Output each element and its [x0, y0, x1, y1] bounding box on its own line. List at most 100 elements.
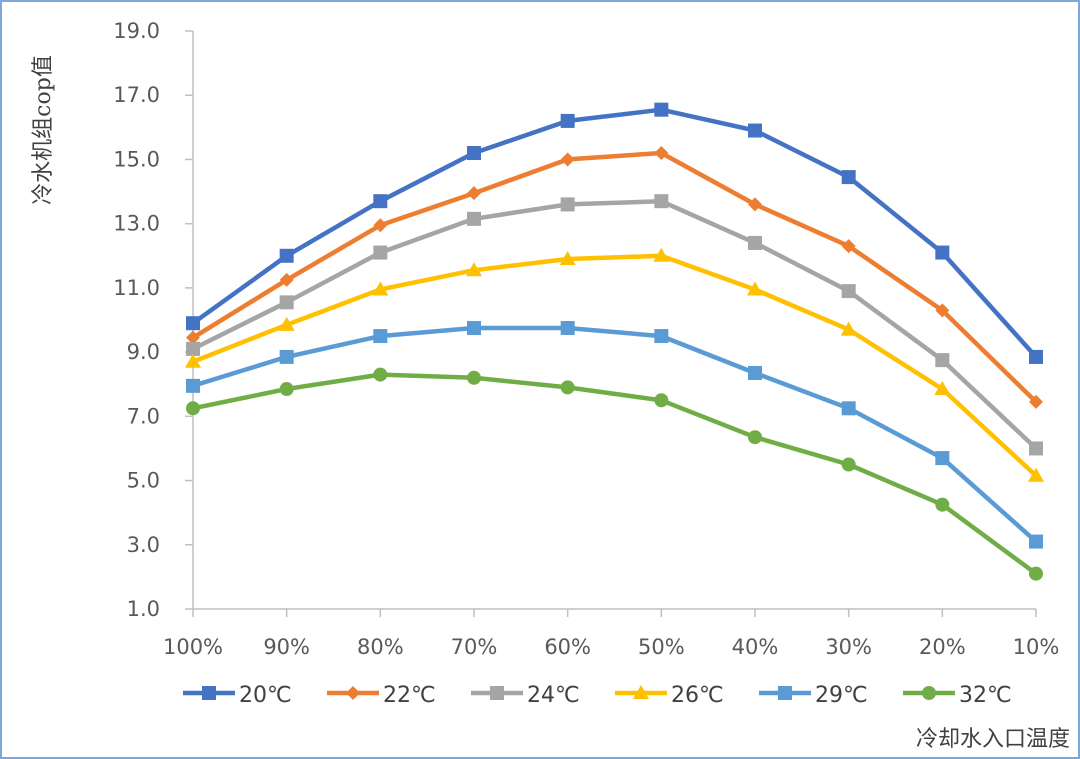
series-line [190, 150, 1039, 405]
data-point [373, 329, 388, 344]
x-tick-label: 20% [919, 635, 966, 659]
data-point [467, 321, 481, 336]
data-point [1029, 441, 1043, 456]
legend-item: 29℃ [759, 683, 868, 708]
legend-item: 32℃ [903, 683, 1012, 708]
y-tick-label: 19.0 [113, 19, 160, 43]
x-tick-label: 90% [263, 635, 310, 659]
legend-item: 20℃ [183, 683, 292, 708]
series-layer [185, 102, 1044, 581]
data-point [466, 262, 482, 277]
data-point [559, 250, 576, 265]
data-point [748, 430, 762, 445]
data-point [934, 381, 951, 396]
data-point [935, 303, 950, 318]
data-point [279, 382, 294, 397]
legend-label: 24℃ [527, 683, 580, 708]
data-point [654, 393, 669, 408]
x-axis-title: 冷却水入口温度 [916, 727, 1070, 752]
x-tick-label: 70% [451, 635, 498, 659]
data-point [560, 113, 575, 128]
series-3 [185, 247, 1044, 482]
legend-label: 22℃ [383, 683, 436, 708]
data-point [279, 295, 294, 310]
data-point [841, 401, 856, 416]
series-5 [186, 367, 1043, 581]
legend-item: 22℃ [327, 683, 436, 708]
data-point [935, 497, 950, 512]
data-point [840, 321, 857, 336]
data-point [653, 247, 670, 262]
data-point [279, 248, 294, 263]
data-point [186, 378, 200, 393]
data-point [372, 281, 389, 296]
data-point [560, 197, 575, 212]
legend-marker [778, 686, 792, 700]
legend-label: 32℃ [959, 683, 1012, 708]
data-point [935, 245, 950, 260]
data-point [1029, 534, 1043, 549]
y-tick-label: 11.0 [113, 276, 160, 300]
x-tick-label: 60% [544, 635, 591, 659]
data-point [279, 272, 294, 287]
x-tick-label: 100% [163, 635, 223, 659]
data-point [841, 170, 856, 185]
data-point [186, 341, 200, 356]
data-point [935, 353, 950, 368]
legend-marker [633, 685, 649, 699]
data-point [467, 186, 481, 201]
legend-marker [490, 686, 504, 700]
data-point [654, 102, 669, 117]
data-point [278, 316, 295, 331]
series-line [190, 325, 1039, 544]
data-point [841, 457, 856, 472]
data-point [935, 451, 950, 466]
data-point [748, 365, 762, 380]
data-point [1029, 566, 1043, 581]
legend-item: 26℃ [615, 683, 724, 708]
data-point [841, 284, 856, 299]
data-point [467, 370, 481, 385]
y-tick-label: 1.0 [127, 597, 160, 621]
data-point [748, 235, 762, 250]
data-point [747, 281, 763, 296]
x-tick-label: 30% [825, 635, 872, 659]
axes: 1.0 3.0 5.0 7.0 9.0 11.0 13.0 15.0 17.0 19.0 100% 9… [113, 19, 1059, 659]
series-line [190, 198, 1039, 451]
series-0 [186, 102, 1043, 364]
series-2 [186, 194, 1043, 456]
x-tick-label: 50% [638, 635, 685, 659]
data-point [467, 146, 481, 161]
y-tick-label: 5.0 [127, 469, 160, 493]
legend-label: 20℃ [239, 683, 292, 708]
y-tick-label: 9.0 [127, 340, 160, 364]
data-point [748, 197, 762, 212]
series-line [190, 372, 1039, 576]
data-point [1029, 394, 1043, 409]
series-4 [186, 321, 1043, 549]
data-point [748, 123, 762, 138]
data-point [373, 218, 388, 233]
data-point [185, 353, 201, 368]
y-tick-label: 3.0 [127, 533, 160, 557]
legend-item: 24℃ [471, 683, 580, 708]
data-point [654, 194, 669, 209]
data-point [373, 245, 388, 260]
y-axis-title: 冷水机组cop值 [31, 55, 56, 205]
data-point [373, 194, 388, 209]
data-point [1028, 467, 1044, 482]
legend-marker [346, 686, 360, 700]
legend: 20℃ 22℃ 24℃ 26℃ 29℃ 32℃ [183, 683, 1012, 708]
data-point [279, 349, 294, 364]
data-point [654, 329, 669, 344]
data-point [373, 367, 388, 382]
y-tick-label: 15.0 [113, 147, 160, 171]
data-point [186, 316, 200, 331]
legend-marker [202, 686, 216, 700]
data-point [1029, 349, 1043, 364]
data-point [186, 330, 200, 345]
x-tick-label: 40% [732, 635, 779, 659]
y-tick-label: 7.0 [127, 404, 160, 428]
series-1 [186, 146, 1043, 409]
